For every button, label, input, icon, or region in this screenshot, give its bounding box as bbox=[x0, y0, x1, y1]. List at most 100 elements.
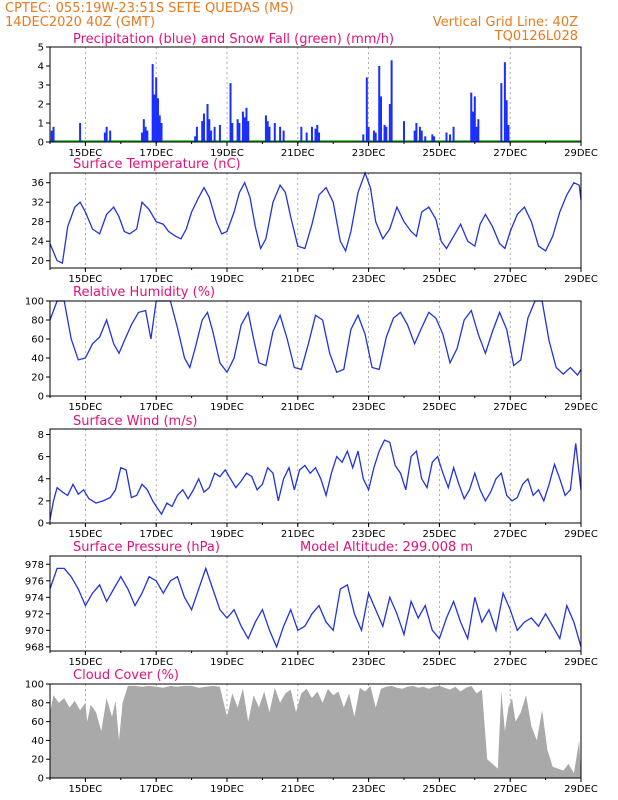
precip-xtick-label: 21DEC bbox=[281, 148, 315, 159]
pressure-frame bbox=[49, 555, 582, 652]
cloud-cover-area bbox=[50, 685, 581, 778]
precip-bar bbox=[388, 104, 391, 142]
precip-bar bbox=[477, 119, 480, 142]
wind-panel-title: Surface Wind (m/s) bbox=[73, 414, 197, 429]
cloud-xtick-label: 15DEC bbox=[69, 784, 103, 795]
humidity-xtick-label: 15DEC bbox=[69, 402, 103, 413]
precip-bar bbox=[231, 123, 234, 142]
precip-bar bbox=[194, 136, 197, 142]
wind-ytick-label: 4 bbox=[38, 474, 44, 485]
wind-ytick-label: 8 bbox=[38, 430, 44, 441]
model-altitude-label: Model Altitude: 299.008 m bbox=[300, 540, 473, 555]
humidity-series-line bbox=[49, 300, 582, 377]
humidity-xtick-label: 17DEC bbox=[139, 402, 173, 413]
precip-bar bbox=[445, 132, 448, 142]
precip-bar bbox=[273, 123, 276, 142]
precip-bar bbox=[206, 104, 209, 142]
precip-xtick-label: 19DEC bbox=[210, 148, 244, 159]
precip-bar bbox=[300, 126, 303, 142]
pressure-series-line bbox=[49, 566, 582, 649]
cloud-xtick-label: 21DEC bbox=[281, 784, 315, 795]
precip-bar bbox=[103, 132, 106, 142]
wind-xtick-label: 27DEC bbox=[493, 529, 527, 540]
temperature-xtick-label: 25DEC bbox=[423, 274, 457, 285]
precip-bar bbox=[151, 64, 154, 142]
humidity-ytick-label: 40 bbox=[31, 354, 44, 365]
humidity-xtick-label: 29DEC bbox=[564, 402, 598, 413]
header-grid-line: Vertical Grid Line: 40Z bbox=[433, 15, 578, 30]
precip-bar bbox=[245, 107, 248, 142]
precip-ytick-label: 2 bbox=[38, 100, 44, 111]
precip-xtick-label: 25DEC bbox=[423, 148, 457, 159]
wind-xtick-label: 17DEC bbox=[139, 529, 173, 540]
cloud-frame bbox=[49, 683, 582, 779]
humidity-xtick-label: 21DEC bbox=[281, 402, 315, 413]
humidity-xtick-label: 27DEC bbox=[493, 402, 527, 413]
precip-bar bbox=[160, 123, 163, 142]
precip-panel-title: Precipitation (blue) and Snow Fall (gree… bbox=[73, 32, 394, 47]
wind-ytick-label: 0 bbox=[38, 519, 44, 530]
cloud-ytick-label: 0 bbox=[38, 774, 44, 785]
precip-bar bbox=[431, 134, 434, 142]
temperature-series-line bbox=[49, 171, 582, 265]
wind-xtick-label: 21DEC bbox=[281, 529, 315, 540]
precip-bar bbox=[379, 96, 382, 142]
precip-bar bbox=[279, 126, 282, 142]
precip-bar bbox=[229, 83, 232, 142]
pressure-panel-title: Surface Pressure (hPa) bbox=[73, 540, 220, 555]
precip-bar bbox=[155, 77, 158, 142]
precip-ytick-label: 4 bbox=[38, 62, 44, 73]
pressure-xtick-label: 15DEC bbox=[69, 657, 103, 668]
precip-bar bbox=[475, 126, 478, 142]
precip-bar bbox=[141, 132, 144, 142]
precip-bar bbox=[208, 119, 211, 142]
pressure-ytick-label: 978 bbox=[25, 560, 44, 571]
precip-bar bbox=[146, 130, 149, 142]
temperature-xtick-label: 15DEC bbox=[69, 274, 103, 285]
humidity-panel-title: Relative Humidity (%) bbox=[73, 285, 215, 300]
precip-bar bbox=[452, 126, 455, 142]
precip-bar bbox=[144, 126, 147, 142]
header-station: CPTEC: 055:19W-23:51S SETE QUEDAS (MS) bbox=[5, 1, 294, 16]
precip-bar bbox=[505, 100, 508, 142]
precip-bar bbox=[195, 126, 198, 142]
temperature-ytick-label: 28 bbox=[31, 217, 44, 228]
temperature-frame bbox=[49, 172, 582, 269]
precip-bar bbox=[403, 121, 405, 142]
temperature-xtick-label: 23DEC bbox=[352, 274, 386, 285]
pressure-ytick-label: 976 bbox=[25, 576, 44, 587]
precip-bar bbox=[105, 126, 108, 142]
temperature-xtick-label: 19DEC bbox=[210, 274, 244, 285]
precip-bar bbox=[367, 126, 370, 142]
temperature-xtick-label: 27DEC bbox=[493, 274, 527, 285]
precip-ytick-label: 0 bbox=[38, 138, 44, 149]
wind-xtick-label: 15DEC bbox=[69, 529, 103, 540]
precip-bar bbox=[374, 132, 377, 142]
precip-bar bbox=[156, 98, 159, 142]
cloud-xtick-label: 27DEC bbox=[493, 784, 527, 795]
humidity-panel: 0 20 40 60 80 100 15DEC 17DEC 19DEC 21DEC 23DEC 25D… bbox=[25, 285, 598, 413]
precip-bar bbox=[243, 117, 246, 142]
precip-panel: 0 1 2 3 4 5 15DEC 17DEC 19DEC 21DEC 23DEC 25DEC 27DE… bbox=[38, 32, 598, 159]
pressure-panel: 968 970 972 974 976 978 15DEC 17DEC 19DEC 21DEC 23… bbox=[25, 540, 598, 668]
precip-ytick-label: 1 bbox=[38, 119, 44, 130]
precip-bar bbox=[50, 130, 53, 142]
temperature-xtick-label: 29DEC bbox=[564, 274, 598, 285]
precip-bar bbox=[415, 123, 418, 142]
precip-bar bbox=[201, 121, 204, 142]
cloud-xtick-label: 29DEC bbox=[564, 784, 598, 795]
cloud-ytick-label: 60 bbox=[31, 717, 44, 728]
precip-bar bbox=[372, 130, 375, 142]
cloud-ytick-label: 20 bbox=[31, 755, 44, 766]
precip-bar bbox=[473, 96, 476, 142]
precip-bar bbox=[449, 134, 452, 142]
cloud-xtick-label: 25DEC bbox=[423, 784, 457, 795]
cloud-ytick-label: 100 bbox=[25, 680, 44, 691]
humidity-ytick-label: 0 bbox=[38, 392, 44, 403]
precip-bar bbox=[418, 126, 421, 142]
cloud-xtick-label: 17DEC bbox=[139, 784, 173, 795]
precip-bar bbox=[472, 111, 475, 142]
precip-bar bbox=[314, 128, 317, 142]
temperature-ytick-label: 24 bbox=[31, 237, 44, 248]
precip-bar bbox=[264, 115, 267, 142]
